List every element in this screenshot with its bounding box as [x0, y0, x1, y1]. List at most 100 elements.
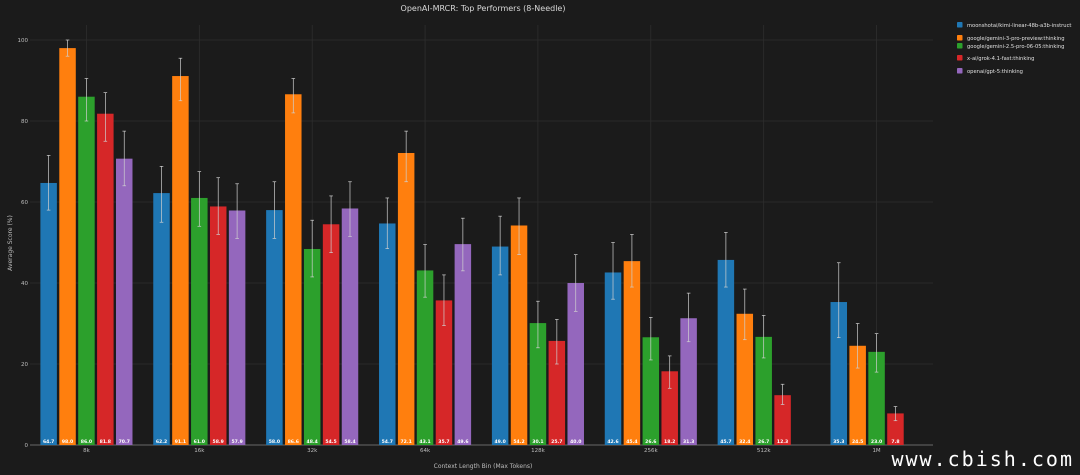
legend-label: google/gemini-3-pro-preview:thinking [967, 36, 1065, 42]
legend-label: x-ai/grok-4.1-fast:thinking [967, 56, 1034, 62]
bar-label: 70.7 [119, 439, 130, 445]
bar-group-64k: 54.7 72.1 43.1 35.7 49.6 [379, 130, 472, 445]
x-tick-label: 64k [420, 448, 431, 454]
y-axis: 0 20 40 60 80 100 [18, 38, 29, 449]
bars: 64.7 98.0 86.0 81.8 70.7 62.2 91.1 61.0 58.9 57.9… [40, 39, 904, 446]
bar [717, 259, 735, 445]
bar [379, 223, 396, 445]
bar [868, 351, 885, 445]
bar [191, 197, 208, 445]
bar [266, 210, 283, 445]
bar-group-1M: 35.3 24.5 23.0 7.8 [830, 262, 904, 445]
legend-item[interactable]: openai/gpt-5:thinking [957, 68, 1023, 75]
bar-label: 24.5 [852, 439, 863, 445]
x-axis-title: Context Length Bin (Max Tokens) [434, 463, 533, 470]
bar-label: 91.1 [175, 439, 186, 445]
bar [736, 313, 754, 445]
bar-label: 26.7 [758, 439, 769, 445]
bar [341, 208, 359, 445]
bar [774, 395, 791, 445]
bar-label: 61.0 [194, 439, 205, 445]
bar [397, 152, 415, 445]
bar-label: 42.6 [607, 439, 618, 445]
bar [623, 261, 641, 445]
bar [567, 283, 584, 445]
legend-item[interactable]: moonshotai/kimi-linear-48b-a3b-instruct [957, 22, 1071, 29]
bar [40, 182, 57, 445]
bar-label: 86.0 [81, 439, 92, 445]
bar-label: 35.3 [833, 439, 844, 445]
bar-label: 25.7 [551, 439, 562, 445]
legend-swatch [957, 68, 963, 74]
bar [661, 371, 678, 445]
bar-label: 81.8 [100, 439, 111, 445]
bar [680, 318, 697, 445]
bar-group-256k: 42.6 45.4 26.6 18.2 31.3 [604, 234, 697, 445]
bar-group-16k: 62.2 91.1 61.0 58.9 57.9 [153, 57, 246, 446]
bar-group-128k: 49.0 54.2 30.1 25.7 40.0 [491, 197, 584, 445]
bar-label: 40.0 [570, 439, 581, 445]
bar [303, 248, 321, 445]
bar-label: 18.2 [664, 439, 675, 445]
bar-label: 49.6 [457, 439, 468, 445]
chart-title: OpenAI-MRCR: Top Performers (8-Needle) [401, 4, 566, 13]
legend-item[interactable]: x-ai/grok-4.1-fast:thinking [957, 55, 1034, 62]
legend-label: google/gemini-2.5-pro-06-05:thinking [967, 44, 1064, 50]
bar [849, 345, 866, 445]
bar [285, 94, 302, 446]
bar [209, 206, 227, 445]
bar [454, 244, 472, 445]
bar-label: 72.1 [400, 439, 411, 445]
bar-label: 49.0 [494, 439, 505, 445]
y-tick-label: 20 [21, 362, 28, 368]
bar [830, 302, 848, 445]
x-tick-label: 8k [83, 448, 90, 454]
y-axis-title: Average Score (%) [7, 215, 14, 271]
bar-group-512k: 45.7 32.4 26.7 12.3 [717, 232, 791, 445]
bar-label: 54.7 [382, 439, 393, 445]
bar [604, 272, 622, 445]
legend-swatch [957, 55, 963, 61]
bar-label: 64.7 [43, 439, 54, 445]
legend-item[interactable]: google/gemini-2.5-pro-06-05:thinking [957, 43, 1064, 50]
bar [491, 246, 509, 445]
bar-label: 31.3 [683, 439, 694, 445]
legend: moonshotai/kimi-linear-48b-a3b-instruct g… [957, 22, 1071, 75]
bar-label: 30.1 [532, 439, 543, 445]
x-tick-label: 16k [194, 448, 205, 454]
bar [887, 413, 904, 445]
legend-item[interactable]: google/gemini-3-pro-preview:thinking [957, 35, 1065, 42]
bar [548, 340, 566, 445]
bar-label: 54.2 [513, 439, 524, 445]
bar-label: 23.0 [871, 439, 882, 445]
y-tick-label: 0 [25, 443, 29, 449]
y-tick-label: 60 [21, 200, 28, 206]
y-tick-label: 40 [21, 281, 28, 287]
bar-label: 86.6 [288, 439, 299, 445]
x-tick-label: 512k [757, 448, 771, 454]
bar [78, 96, 95, 445]
bar [115, 158, 133, 446]
bar [642, 337, 660, 445]
legend-label: moonshotai/kimi-linear-48b-a3b-instruct [967, 23, 1071, 29]
bar [322, 224, 340, 445]
bar [59, 48, 76, 445]
x-tick-label: 32k [307, 448, 318, 454]
x-tick-label: 256k [644, 448, 658, 454]
bar-label: 98.0 [62, 439, 73, 445]
bar-label: 45.7 [720, 439, 731, 445]
bar-group-32k: 58.0 86.6 48.4 54.5 58.4 [266, 78, 359, 446]
bar [228, 210, 246, 445]
bar [172, 76, 189, 446]
x-tick-label: 128k [531, 448, 545, 454]
watermark: www.cbish.com [891, 447, 1074, 471]
bar-label: 58.0 [269, 439, 280, 445]
legend-swatch [957, 43, 963, 49]
bar [153, 193, 170, 445]
bar-label: 43.1 [419, 439, 430, 445]
bar-group-8k: 64.7 98.0 86.0 81.8 70.7 [40, 39, 133, 446]
bar-label: 58.4 [344, 439, 355, 445]
bar [755, 336, 772, 445]
bar-label: 7.8 [891, 439, 899, 445]
